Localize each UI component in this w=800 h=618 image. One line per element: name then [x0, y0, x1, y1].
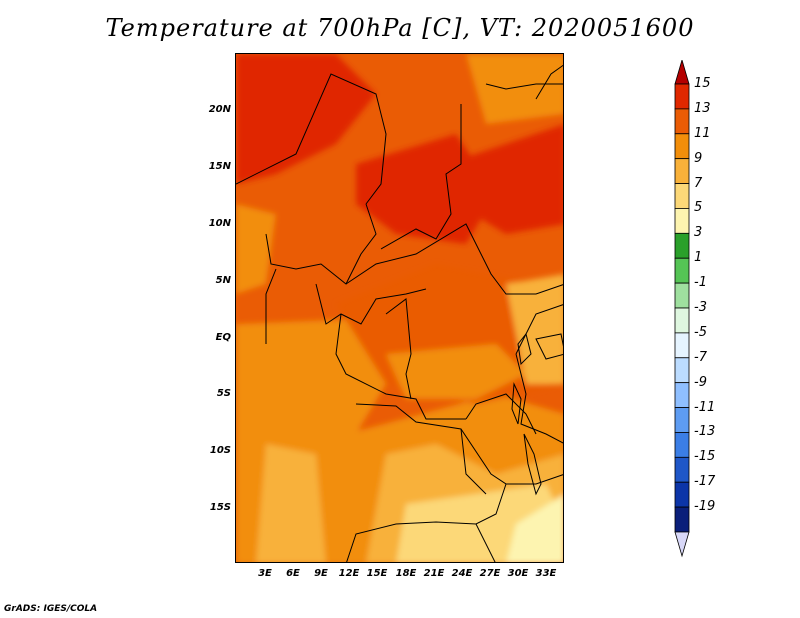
colorbar-label: -3 — [694, 300, 707, 315]
field-band-9-east — [506, 274, 563, 384]
colorbar-box — [674, 382, 690, 408]
border-line — [506, 474, 563, 485]
lat-label: 5N — [215, 275, 231, 286]
border-line — [265, 268, 277, 344]
border-line — [465, 393, 537, 435]
lat-label: 15S — [209, 502, 231, 513]
lon-label: 21E — [423, 568, 445, 579]
lon-label: 9E — [314, 568, 328, 579]
grads-credit: GrADS: IGES/COLA — [4, 604, 98, 614]
lat-label: 5S — [216, 388, 231, 399]
colorbar-label: -11 — [694, 399, 716, 415]
border-line — [515, 353, 563, 444]
colorbar-box — [674, 257, 690, 284]
colorbar — [674, 60, 690, 558]
border-line — [345, 223, 563, 295]
colorbar-box — [674, 232, 690, 259]
field-band-13-north — [236, 54, 376, 184]
lake-outline — [535, 333, 563, 360]
colorbar-label: 11 — [694, 125, 711, 141]
border-line — [335, 313, 466, 420]
colorbar-box — [674, 357, 690, 384]
lat-label: 10S — [209, 445, 231, 456]
lake-outline — [511, 382, 522, 425]
lon-label: 30E — [507, 568, 529, 579]
colorbar-box — [674, 407, 690, 433]
colorbar-box — [674, 332, 690, 359]
border-line — [535, 64, 563, 100]
lat-label: 20N — [208, 104, 231, 115]
colorbar-box — [674, 432, 690, 458]
lat-label: EQ — [215, 332, 231, 343]
field-band-7 — [256, 444, 326, 562]
colorbar-box — [674, 158, 690, 184]
colorbar-label: 9 — [694, 150, 703, 166]
field-band-3 — [506, 495, 563, 562]
border-line — [346, 403, 507, 562]
colorbar-label: 15 — [694, 76, 711, 91]
lon-label: 18E — [395, 568, 417, 579]
lon-label: 15E — [366, 568, 388, 579]
colorbar-box — [674, 108, 690, 135]
field-band-13-east — [446, 124, 563, 234]
colorbar-box — [674, 481, 690, 508]
colorbar-box — [674, 282, 690, 309]
colorbar-box — [674, 133, 690, 160]
colorbar-label: 13 — [694, 100, 711, 116]
border-line — [380, 104, 462, 250]
colorbar-box — [674, 307, 690, 334]
colorbar-label: 3 — [694, 225, 703, 241]
border-line — [485, 83, 563, 90]
border-line — [265, 203, 377, 285]
colorbar-label: -7 — [694, 349, 707, 365]
colorbar-label: 7 — [694, 175, 703, 191]
lon-label: 3E — [258, 568, 272, 579]
lon-label: 33E — [535, 568, 557, 579]
field-band-11-northeast — [466, 54, 563, 124]
lon-label: 27E — [479, 568, 501, 579]
colorbar-label: -5 — [694, 324, 707, 340]
colorbar-box — [674, 506, 690, 533]
colorbar-box — [674, 456, 690, 483]
border-line — [475, 523, 496, 562]
lat-label: 10N — [208, 218, 231, 229]
colorbar-label: -15 — [694, 449, 716, 465]
colorbar-label: 1 — [694, 250, 703, 266]
border-line — [236, 73, 387, 205]
colorbar-label: 5 — [694, 200, 703, 216]
border-line — [515, 304, 563, 355]
chart-title: Temperature at 700hPa [C], VT: 202005160… — [105, 14, 695, 42]
colorbar-label: -9 — [694, 374, 707, 390]
lake-outline — [517, 332, 532, 366]
colorbar-box — [674, 83, 690, 110]
colorbar-label: -17 — [694, 474, 716, 490]
lon-label: 24E — [451, 568, 473, 579]
temperature-map — [235, 53, 564, 563]
colorbar-top-arrow — [674, 60, 690, 85]
colorbar-label: -19 — [694, 499, 716, 515]
field-band-11-west — [236, 204, 276, 294]
border-line — [460, 428, 487, 495]
lat-label: 15N — [208, 161, 231, 172]
lon-label: 12E — [338, 568, 360, 579]
field-band-9-center — [386, 344, 526, 399]
colorbar-box — [674, 183, 690, 209]
colorbar-label: -1 — [694, 275, 707, 291]
lon-label: 6E — [286, 568, 300, 579]
border-line — [385, 298, 412, 400]
colorbar-label: -13 — [694, 424, 716, 440]
lake-outline — [523, 433, 542, 496]
colorbar-box — [674, 208, 690, 234]
border-line — [315, 283, 427, 325]
colorbar-bottom-arrow — [674, 531, 690, 558]
